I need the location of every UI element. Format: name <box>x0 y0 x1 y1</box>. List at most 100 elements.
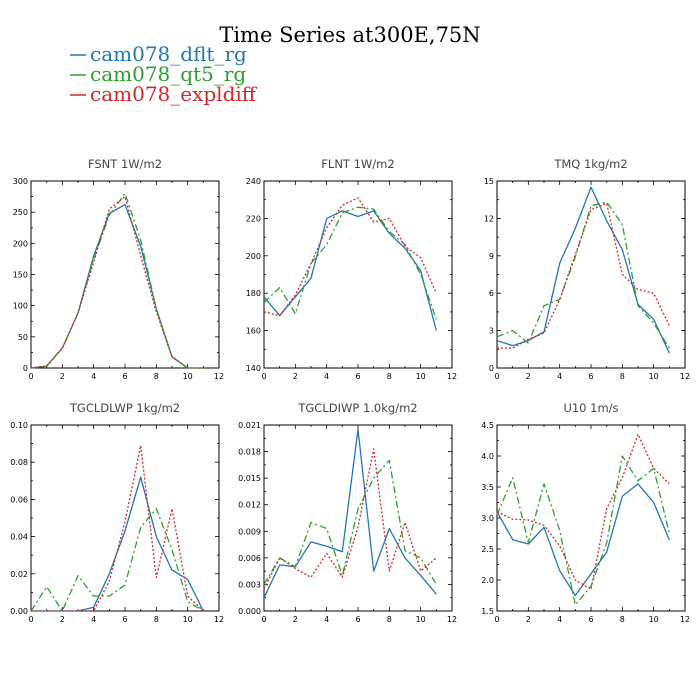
y-tick-label: 0.02 <box>10 570 28 579</box>
y-tick-label: 0.06 <box>10 495 28 504</box>
x-tick-label: 4 <box>324 372 329 381</box>
series-line-cam078-expldiff <box>30 195 204 369</box>
x-tick-label: 12 <box>447 372 457 381</box>
x-tick-label: 8 <box>387 372 392 381</box>
x-tick-label: 10 <box>649 372 659 381</box>
y-tick-label: 3.5 <box>481 483 494 492</box>
figure-title: Time Series at300E,75N <box>219 23 480 47</box>
x-tick-label: 8 <box>154 372 159 381</box>
series-line-cam078-qt5-rg <box>496 455 670 606</box>
y-tick-label: 0 <box>489 364 494 373</box>
x-tick-label: 12 <box>680 615 690 624</box>
panel-title: FLNT 1W/m2 <box>321 157 394 171</box>
y-tick-label: 300 <box>13 177 28 186</box>
y-tick-label: 150 <box>13 271 28 280</box>
x-tick-label: 10 <box>416 615 426 624</box>
series-line-cam078-dflt-rg <box>496 483 670 597</box>
axis-frame <box>263 180 453 369</box>
series-line-cam078-expldiff <box>263 197 437 317</box>
series-line-cam078-qt5-rg <box>30 508 204 612</box>
legend-entry: cam078_expldiff <box>70 82 258 106</box>
x-tick-label: 4 <box>91 372 96 381</box>
x-tick-label: 4 <box>91 615 96 624</box>
axis-frame <box>496 424 686 612</box>
series-line-cam078-qt5-rg <box>263 459 437 585</box>
x-tick-label: 12 <box>214 372 224 381</box>
y-tick-label: 0.021 <box>238 421 261 430</box>
series-line-cam078-dflt-rg <box>496 186 670 354</box>
legend: cam078_dflt_rgcam078_qt5_rgcam078_expldi… <box>70 42 258 106</box>
panel-title: FSNT 1W/m2 <box>88 157 162 171</box>
x-tick-label: 6 <box>355 615 360 624</box>
y-tick-label: 12 <box>484 214 494 223</box>
series-line-cam078-dflt-rg <box>263 210 437 331</box>
panel-title: TGCLDIWP 1.0kg/m2 <box>297 401 417 415</box>
series-line-cam078-qt5-rg <box>30 192 204 369</box>
axis-frame <box>263 424 453 612</box>
x-tick-label: 6 <box>122 372 127 381</box>
legend-entry: cam078_dflt_rg <box>70 42 247 66</box>
x-tick-label: 10 <box>183 615 193 624</box>
series-line-cam078-qt5-rg <box>496 201 670 349</box>
y-tick-label: 0.000 <box>238 607 261 616</box>
axis-frame <box>30 180 220 369</box>
series-line-cam078-dflt-rg <box>263 428 437 598</box>
y-tick-label: 15 <box>484 177 494 186</box>
y-tick-label: 200 <box>246 252 261 261</box>
y-tick-label: 0.00 <box>10 607 28 616</box>
series-line-cam078-expldiff <box>497 202 670 349</box>
x-tick-label: 8 <box>620 372 625 381</box>
y-tick-label: 0.006 <box>238 554 261 563</box>
chart-panels: FSNT 1W/m20 2 4 6 8 10 12050100150200250300FLN… <box>10 157 690 624</box>
y-tick-label: 0.015 <box>238 474 261 483</box>
x-tick-label: 2 <box>60 372 65 381</box>
x-tick-label: 0 <box>261 372 266 381</box>
x-tick-label: 8 <box>620 615 625 624</box>
chart-panel: TGCLDLWP 1kg/m2 0 2 4 6 8 10 12 0.00 0.02 0.04 0.06… <box>10 401 224 624</box>
chart-panel: FSNT 1W/m2 0 2 4 6 8 10 12 0 50 100 150 200 250 300 <box>13 157 224 381</box>
chart-panel: U10 1m/s 0 2 4 6 8 10 12 1.5 2.0 2.5 3.0 3.5 4.0 4.5 <box>481 401 690 624</box>
y-tick-label: 0.08 <box>10 458 28 467</box>
y-tick-label: 2.5 <box>481 545 494 554</box>
x-tick-label: 6 <box>355 372 360 381</box>
y-tick-label: 140 <box>246 364 261 373</box>
chart-panel: TMQ 1kg/m2 0 2 4 6 8 10 12 0 3 6 9 12 15 <box>484 157 690 381</box>
x-tick-label: 6 <box>588 372 593 381</box>
y-tick-label: 6 <box>489 289 494 298</box>
y-tick-label: 100 <box>13 302 28 311</box>
panel-title: TGCLDLWP 1kg/m2 <box>69 401 180 415</box>
chart-panel: FLNT 1W/m2 0 2 4 6 8 10 12 140 160 180 200 220 240 <box>246 157 457 381</box>
legend-entry: cam078_qt5_rg <box>70 62 246 86</box>
y-tick-label: 240 <box>246 177 261 186</box>
x-tick-label: 4 <box>324 615 329 624</box>
y-tick-label: 0.009 <box>238 527 261 536</box>
x-tick-label: 10 <box>416 372 426 381</box>
y-tick-label: 4.5 <box>481 421 494 430</box>
y-tick-label: 9 <box>489 252 494 261</box>
x-tick-label: 8 <box>387 615 392 624</box>
legend-label: cam078_expldiff <box>90 82 258 106</box>
x-tick-label: 0 <box>494 615 499 624</box>
legend-label: cam078_qt5_rg <box>90 62 246 86</box>
y-tick-label: 0 <box>23 364 28 373</box>
y-tick-label: 2.0 <box>481 576 494 585</box>
series-line-cam078-dflt-rg <box>31 476 204 612</box>
legend-label: cam078_dflt_rg <box>90 42 247 66</box>
x-tick-label: 12 <box>214 615 224 624</box>
x-tick-label: 0 <box>494 372 499 381</box>
x-tick-label: 2 <box>293 615 298 624</box>
y-tick-label: 0.003 <box>238 580 261 589</box>
x-tick-label: 10 <box>649 615 659 624</box>
y-tick-label: 200 <box>13 239 28 248</box>
x-tick-label: 6 <box>122 615 127 624</box>
x-tick-label: 12 <box>447 615 457 624</box>
x-tick-label: 2 <box>293 372 298 381</box>
x-tick-label: 0 <box>28 372 33 381</box>
x-tick-label: 12 <box>680 372 690 381</box>
y-tick-label: 160 <box>246 327 261 336</box>
x-tick-label: 6 <box>588 615 593 624</box>
x-tick-label: 0 <box>261 615 266 624</box>
panel-title: TMQ 1kg/m2 <box>553 157 627 171</box>
x-tick-label: 4 <box>557 372 562 381</box>
